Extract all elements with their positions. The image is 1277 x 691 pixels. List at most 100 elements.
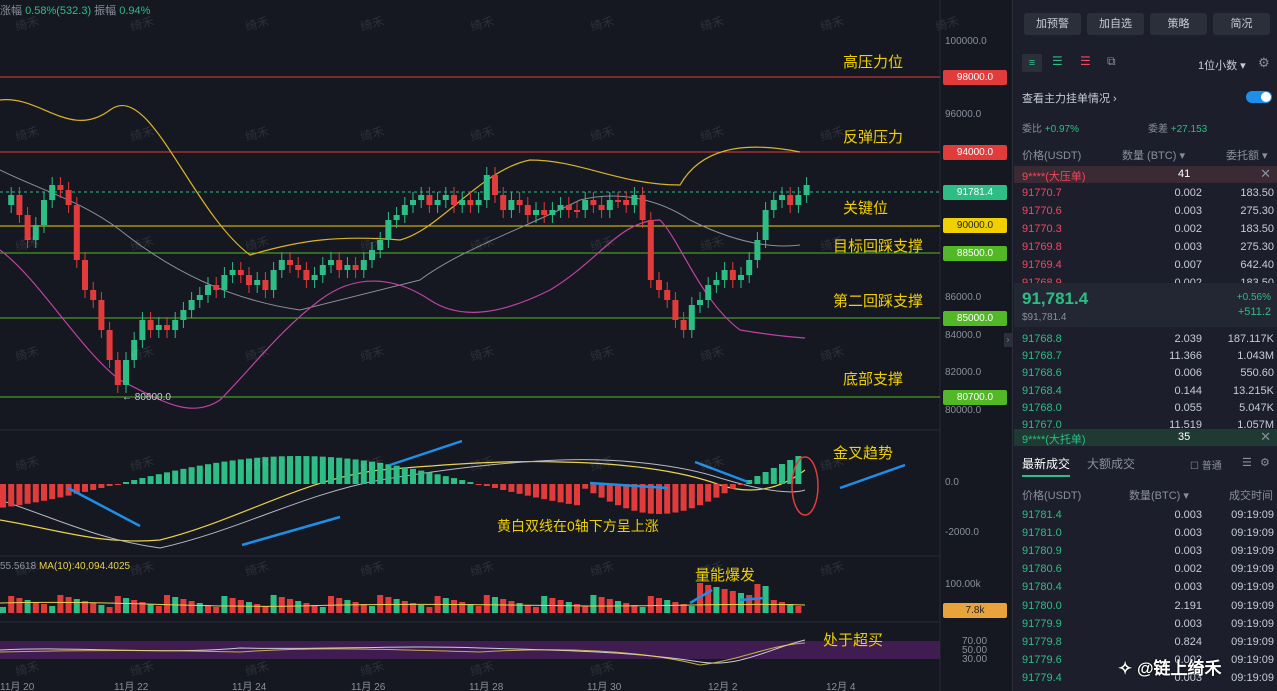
volume-bar — [221, 596, 228, 613]
volume-bar — [377, 595, 384, 613]
orderbook-both-icon[interactable]: ≡ — [1022, 54, 1042, 72]
trade-row[interactable]: 91781.0 0.003 09:19:09 — [1022, 524, 1274, 542]
y-tick-96000: 96000.0 — [945, 109, 982, 120]
strategy-button[interactable]: 策略 — [1150, 13, 1207, 35]
ask-row[interactable]: 91769.8 0.003 275.30 — [1022, 238, 1274, 256]
y-tick-80000: 80000.0 — [945, 405, 982, 416]
ask-total: 275.30 — [1240, 241, 1274, 253]
volume-bar — [508, 601, 515, 613]
annot-rebound-pressure: 反弹压力 — [843, 129, 904, 146]
volume-bar — [147, 604, 154, 613]
close-icon[interactable]: ✕ — [1260, 429, 1271, 444]
volume-bar — [106, 607, 113, 613]
macd-bar — [426, 472, 433, 484]
macd-bar — [459, 480, 466, 484]
volume-bar — [467, 604, 474, 613]
big-ask-row[interactable]: 9****(大压单) 41 ✕ — [1014, 166, 1277, 183]
trade-price: 91780.6 — [1022, 563, 1062, 576]
macd-bar — [24, 484, 31, 504]
macd-bar — [762, 472, 769, 484]
normal-checkbox[interactable]: ☐ 普通 — [1190, 461, 1222, 472]
macd-bar — [155, 474, 162, 484]
trade-qty: 0.002 — [1174, 563, 1202, 576]
trade-row[interactable]: 91779.6 0.002 09:19:09 — [1022, 651, 1274, 669]
settings-icon-2[interactable]: ⚙ — [1260, 457, 1270, 469]
ask-row[interactable]: 91770.6 0.003 275.30 — [1022, 202, 1274, 220]
ask-price: 91770.6 — [1022, 205, 1062, 217]
col-qty-header[interactable]: 数量 (BTC) ▾ — [1122, 150, 1185, 162]
tag-85000: 85000.0 — [943, 311, 1007, 326]
macd-bar — [262, 457, 269, 484]
trade-row[interactable]: 91780.0 2.191 09:19:09 — [1022, 597, 1274, 615]
trade-row[interactable]: 91780.6 0.002 09:19:09 — [1022, 560, 1274, 578]
macd-bar — [114, 484, 121, 485]
tab-large-trades[interactable]: 大额成交 — [1087, 457, 1136, 471]
chart-area[interactable]: 涨幅 0.58%(532.3) 振幅 0.94% — [0, 0, 1012, 691]
bid-total: 13.215K — [1233, 384, 1274, 397]
ask-row[interactable]: 91770.3 0.002 183.50 — [1022, 220, 1274, 238]
bid-row[interactable]: 91767.0 11.519 1.057M — [1022, 416, 1274, 434]
overview-button[interactable]: 简况 — [1213, 13, 1270, 35]
bid-row[interactable]: 91768.6 0.006 550.60 — [1022, 364, 1274, 382]
add-favorite-button[interactable]: 加自选 — [1087, 13, 1144, 35]
macd-bar — [787, 460, 794, 484]
trade-total: 09:19:09 — [1231, 599, 1274, 612]
trade-total: 09:19:09 — [1231, 671, 1274, 684]
bid-row[interactable]: 91768.8 2.039 187.117K — [1022, 330, 1274, 348]
orderbook-bids-icon[interactable]: ☰ — [1052, 54, 1063, 68]
macd-bar — [467, 482, 474, 484]
volume-bar — [664, 600, 671, 613]
ask-row[interactable]: 91769.4 0.007 642.40 — [1022, 256, 1274, 274]
x-tick-4: 11月 26 — [351, 682, 386, 691]
bid-row[interactable]: 91768.7 11.366 1.043M — [1022, 347, 1274, 365]
trade-price: 91780.9 — [1022, 545, 1062, 558]
volume-bar — [0, 607, 6, 613]
bollinger-lower — [0, 219, 806, 409]
orderbook-expand-icon[interactable]: ⧉ — [1107, 54, 1116, 68]
change-label: 涨幅 — [0, 5, 22, 17]
macd-bar — [401, 467, 408, 484]
filter-icon[interactable]: ☰ — [1242, 457, 1252, 469]
decimal-select[interactable]: 1位小数 ▾ — [1198, 60, 1246, 72]
add-alert-button[interactable]: 加预警 — [1024, 13, 1081, 35]
volume-bar — [410, 603, 416, 613]
tab-latest-trades[interactable]: 最新成交 — [1022, 455, 1071, 477]
trade-row[interactable]: 91780.4 0.003 09:19:09 — [1022, 578, 1274, 596]
macd-bar — [574, 484, 580, 506]
trade-col-qty[interactable]: 数量(BTC) ▾ — [1129, 490, 1189, 502]
macd-bar — [16, 484, 23, 506]
big-bid-row[interactable]: 9****(大托单) 35 ✕ — [1014, 429, 1277, 446]
x-tick-5: 11月 28 — [469, 682, 504, 691]
trade-row[interactable]: 91779.8 0.824 09:19:09 — [1022, 633, 1274, 651]
trade-row[interactable]: 91781.4 0.003 09:19:09 — [1022, 506, 1274, 524]
settings-icon[interactable]: ⚙ — [1258, 55, 1270, 70]
volume-bar — [114, 596, 121, 613]
view-main-orders-link[interactable]: 查看主力挂单情况 › — [1022, 93, 1117, 105]
trade-row[interactable]: 91779.9 0.003 09:19:09 — [1022, 615, 1274, 633]
macd-bar — [221, 461, 228, 484]
col-total-header[interactable]: 委托额 ▾ — [1226, 150, 1268, 162]
bid-row[interactable]: 91768.0 0.055 5.047K — [1022, 399, 1274, 417]
main-orders-toggle[interactable] — [1246, 91, 1272, 103]
orderbook-asks-icon[interactable]: ☰ — [1080, 54, 1091, 68]
tag-current-price: 91781.4 — [943, 185, 1007, 200]
bid-row[interactable]: 91768.4 0.144 13.215K — [1022, 382, 1274, 400]
macd-bar — [393, 465, 400, 484]
tag-volume: 7.8k — [943, 603, 1007, 618]
trade-col-price: 价格(USDT) — [1022, 490, 1082, 502]
volume-bar — [524, 605, 531, 613]
trade-row[interactable]: 91779.4 0.003 09:19:09 — [1022, 669, 1274, 687]
annot-volume-burst: 量能爆发 — [695, 567, 756, 584]
macd-bar — [647, 484, 654, 514]
trade-row[interactable]: 91780.9 0.003 09:19:09 — [1022, 542, 1274, 560]
trade-total: 09:19:09 — [1231, 635, 1274, 648]
annot-macd-note: 黄白双线在0轴下方呈上涨 — [497, 518, 659, 534]
close-icon[interactable]: ✕ — [1260, 166, 1271, 181]
macd-bar — [319, 456, 326, 484]
annot-high-pressure: 高压力位 — [843, 54, 904, 71]
collapse-panel-handle[interactable]: › — [1004, 333, 1012, 347]
bid-qty: 11.519 — [1169, 419, 1202, 431]
ask-row[interactable]: 91770.7 0.002 183.50 — [1022, 184, 1274, 202]
volume-bar — [541, 596, 548, 613]
trade-price: 91780.0 — [1022, 599, 1062, 612]
